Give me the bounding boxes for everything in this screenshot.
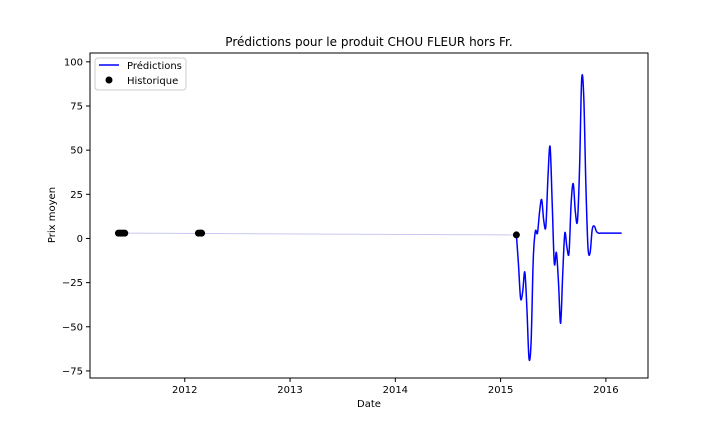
x-tick-label: 2014 bbox=[383, 385, 408, 396]
y-tick-label: −50 bbox=[62, 322, 83, 333]
y-tick-label: −25 bbox=[62, 278, 83, 289]
x-tick-label: 2015 bbox=[488, 385, 513, 396]
historique-point bbox=[121, 229, 129, 237]
x-axis: 2012 2013 2014 2015 2016 bbox=[172, 378, 619, 396]
y-tick-label: 25 bbox=[70, 190, 83, 201]
y-axis-label: Prix moyen bbox=[47, 187, 58, 243]
predictions-line bbox=[515, 74, 622, 362]
y-tick-label: 75 bbox=[70, 101, 83, 112]
series-layer bbox=[114, 74, 622, 362]
legend: Prédictions Historique bbox=[94, 57, 187, 91]
x-tick-label: 2012 bbox=[172, 385, 197, 396]
x-tick-label: 2013 bbox=[277, 385, 302, 396]
y-axis: −75 −50 −25 0 25 50 75 100 bbox=[62, 57, 90, 377]
y-tick-label: 0 bbox=[77, 234, 83, 245]
legend-label-historique: Historique bbox=[127, 76, 178, 87]
chart-title: Prédictions pour le produit CHOU FLEUR h… bbox=[225, 35, 512, 49]
legend-frame bbox=[94, 57, 187, 91]
historique-point bbox=[512, 231, 520, 239]
x-tick-label: 2016 bbox=[593, 385, 618, 396]
legend-marker-historique bbox=[105, 76, 113, 84]
trend-line bbox=[124, 232, 517, 236]
historique-point bbox=[198, 229, 206, 237]
y-tick-label: 50 bbox=[70, 146, 83, 157]
plot-frame bbox=[89, 52, 649, 379]
legend-label-predictions: Prédictions bbox=[127, 60, 182, 72]
y-tick-label: 100 bbox=[64, 57, 83, 68]
x-axis-label: Date bbox=[357, 399, 381, 410]
plot-area: 2012 2013 2014 2015 2016 −75 −50 −25 0 25 50 75 100 bbox=[62, 52, 649, 396]
y-tick-label: −75 bbox=[62, 366, 83, 377]
